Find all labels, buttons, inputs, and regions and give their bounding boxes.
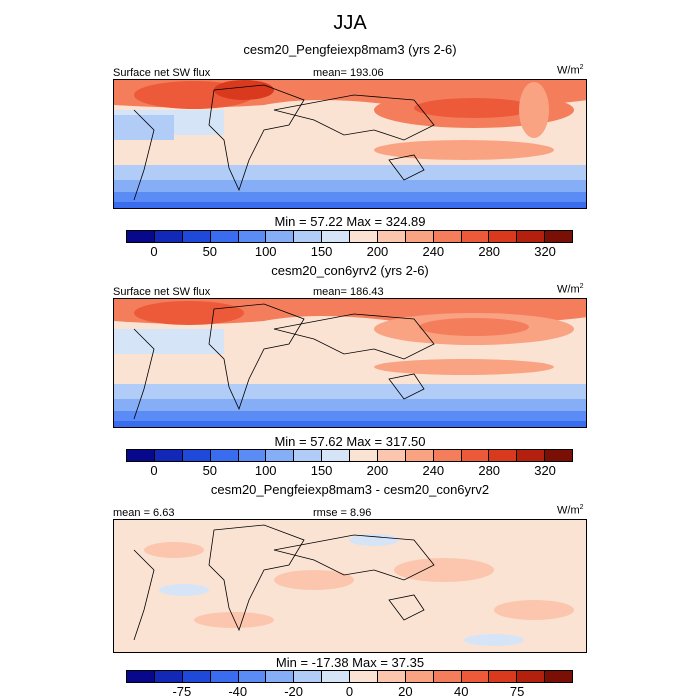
colorbar-swatch xyxy=(545,671,572,682)
colorbar-swatch xyxy=(517,450,546,461)
panel-3-units: W/m2 xyxy=(557,504,584,517)
panel-3-rmse-label: rmse = 8.96 xyxy=(313,507,372,519)
colorbar-tick-label: -75 xyxy=(172,684,192,699)
colorbar-tick-label: 280 xyxy=(478,463,501,478)
colorbar-tick-label: 40 xyxy=(454,684,469,699)
colorbar-swatch xyxy=(182,450,211,461)
colorbar-swatch xyxy=(489,450,518,461)
colorbar-swatch xyxy=(182,671,211,682)
colorbar-swatch xyxy=(127,450,155,461)
colorbar-swatch xyxy=(377,231,406,242)
colorbar-tick-label: 0 xyxy=(150,244,158,259)
panel-2-colorbar xyxy=(126,449,573,462)
colorbar-tick-label: 320 xyxy=(534,244,556,259)
panel-1-mean-label: mean= 193.06 xyxy=(313,67,384,79)
colorbar-swatch xyxy=(322,450,350,461)
colorbar-swatch xyxy=(405,671,434,682)
colorbar-swatch xyxy=(127,231,155,242)
colorbar-swatch xyxy=(294,450,323,461)
colorbar-tick-label: 200 xyxy=(366,244,389,259)
colorbar-swatch xyxy=(461,231,490,242)
colorbar-swatch xyxy=(461,450,490,461)
colorbar-swatch xyxy=(322,671,350,682)
colorbar-tick-label: 150 xyxy=(310,463,333,478)
colorbar-tick-label: 75 xyxy=(509,684,525,699)
colorbar-swatch xyxy=(377,450,406,461)
colorbar-swatch xyxy=(461,671,490,682)
colorbar-tick-label: 50 xyxy=(202,244,218,259)
panel-2-colorbar-ticks: 0 50 100 150 200 240 280 320 xyxy=(0,463,700,479)
colorbar-swatch xyxy=(545,231,572,242)
colorbar-tick-label: 150 xyxy=(310,244,333,259)
colorbar-swatch xyxy=(127,671,155,682)
colorbar-tick-label: 0 xyxy=(345,684,354,699)
colorbar-swatch xyxy=(405,450,434,461)
colorbar-swatch xyxy=(517,231,546,242)
colorbar-tick-label: -20 xyxy=(284,684,304,699)
colorbar-swatch xyxy=(545,450,572,461)
panel-1-map xyxy=(113,79,587,209)
colorbar-swatch xyxy=(350,231,378,242)
colorbar-swatch xyxy=(210,671,239,682)
panel-3-subtitle: cesm20_Pengfeiexp8mam3 - cesm20_con6yrv2 xyxy=(210,482,490,497)
colorbar-swatch xyxy=(322,231,350,242)
colorbar-swatch xyxy=(377,671,406,682)
colorbar-tick-label: 320 xyxy=(534,463,556,478)
colorbar-swatch xyxy=(517,671,546,682)
panel-3-minmax: Min = -17.38 Max = 37.35 xyxy=(275,655,425,670)
panel-1-subtitle: cesm20_Pengfeiexp8mam3 (yrs 2-6) xyxy=(243,42,457,57)
colorbar-swatch xyxy=(350,450,378,461)
colorbar-swatch xyxy=(154,671,183,682)
panel-1-variable-label: Surface net SW flux xyxy=(113,67,211,79)
panel-2-mean-label: mean= 186.43 xyxy=(313,286,384,298)
colorbar-tick-label: 240 xyxy=(422,244,445,259)
panel-2-minmax: Min = 57.62 Max = 317.50 xyxy=(274,434,426,449)
colorbar-tick-label: 20 xyxy=(398,684,413,699)
colorbar-swatch xyxy=(238,671,267,682)
colorbar-tick-label: 100 xyxy=(254,463,277,478)
panel-2-units: W/m2 xyxy=(557,283,584,296)
colorbar-swatch xyxy=(294,671,323,682)
colorbar-swatch xyxy=(489,671,518,682)
colorbar-tick-label: -40 xyxy=(228,684,248,699)
colorbar-swatch xyxy=(154,231,183,242)
colorbar-swatch xyxy=(266,671,295,682)
colorbar-swatch xyxy=(433,231,462,242)
colorbar-swatch xyxy=(210,231,239,242)
colorbar-swatch xyxy=(433,450,462,461)
panel-3-map xyxy=(113,519,587,653)
colorbar-tick-label: 280 xyxy=(478,244,501,259)
colorbar-swatch xyxy=(238,450,267,461)
panel-3-colorbar xyxy=(126,670,573,683)
colorbar-swatch xyxy=(350,671,378,682)
panel-3-map-field xyxy=(114,520,586,652)
colorbar-swatch xyxy=(489,231,518,242)
panel-1-units: W/m2 xyxy=(557,64,584,77)
colorbar-swatch xyxy=(433,671,462,682)
panel-1-colorbar xyxy=(126,230,573,243)
panel-2-map-field xyxy=(114,299,586,427)
colorbar-tick-label: 240 xyxy=(422,463,445,478)
figure-title: JJA xyxy=(333,12,367,34)
panel-2-map xyxy=(113,298,587,428)
panel-1-map-field xyxy=(114,80,586,208)
panel-3-mean-label: mean = 6.63 xyxy=(113,507,175,519)
colorbar-swatch xyxy=(238,231,267,242)
colorbar-swatch xyxy=(294,231,323,242)
colorbar-tick-label: 50 xyxy=(202,463,218,478)
colorbar-swatch xyxy=(266,450,295,461)
colorbar-swatch xyxy=(210,450,239,461)
colorbar-tick-label: 0 xyxy=(150,463,158,478)
panel-2-subtitle: cesm20_con6yrv2 (yrs 2-6) xyxy=(271,263,429,278)
panel-1-minmax: Min = 57.22 Max = 324.89 xyxy=(274,214,426,229)
panel-1-colorbar-ticks: 0 50 100 150 200 240 280 320 xyxy=(0,244,700,260)
colorbar-swatch xyxy=(182,231,211,242)
panel-2-variable-label: Surface net SW flux xyxy=(113,286,211,298)
colorbar-tick-label: 200 xyxy=(366,463,389,478)
colorbar-swatch xyxy=(266,231,295,242)
colorbar-swatch xyxy=(154,450,183,461)
colorbar-swatch xyxy=(405,231,434,242)
panel-3-colorbar-ticks: -75 -40 -20 0 20 40 75 xyxy=(0,684,700,700)
colorbar-tick-label: 100 xyxy=(254,244,277,259)
